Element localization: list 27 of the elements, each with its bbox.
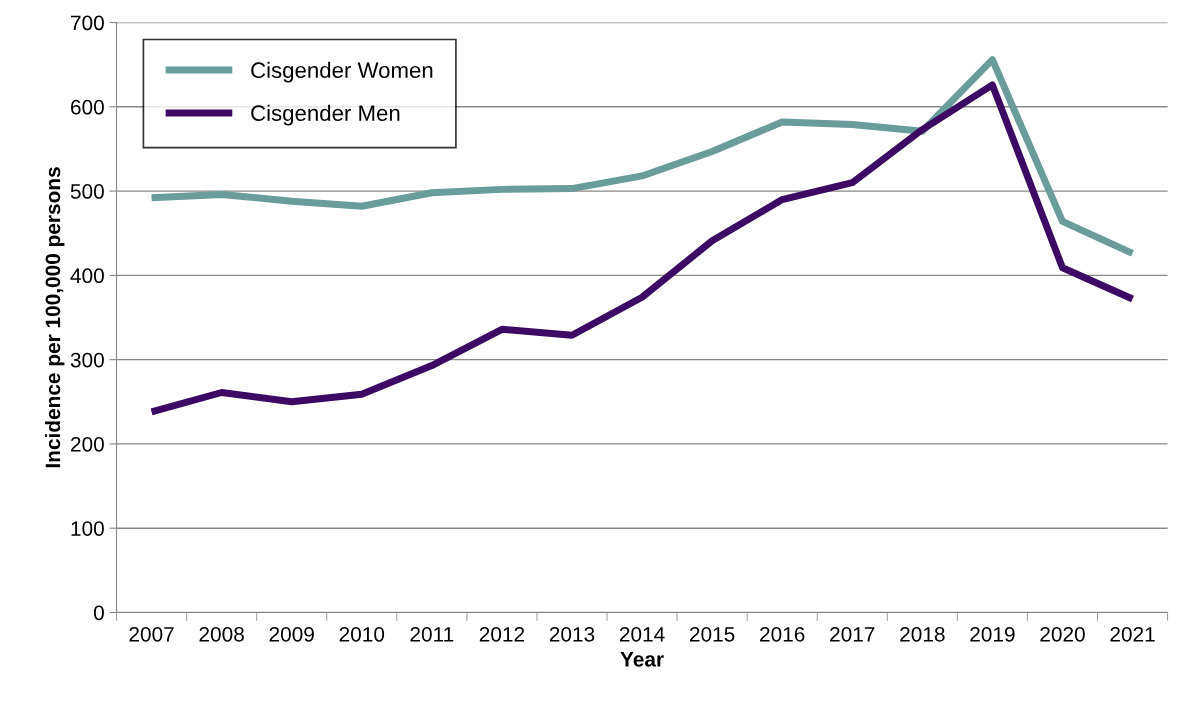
x-tick-label: 2008: [199, 626, 244, 642]
x-tick-label: 2009: [269, 626, 314, 642]
x-tick-label: 2017: [830, 626, 875, 642]
x-tick-label: 2007: [129, 626, 174, 642]
x-tick-label: 2018: [900, 626, 945, 642]
y-tick-label: 500: [70, 184, 104, 199]
y-tick-label: 700: [71, 15, 104, 31]
x-tick-label: 2010: [339, 626, 385, 642]
y-tick-label: 100: [71, 521, 104, 536]
x-tick-label: 2013: [549, 626, 595, 642]
legend-label: Cisgender Women: [251, 61, 433, 83]
x-tick-label: 2011: [410, 626, 454, 642]
x-tick-label: 2014: [619, 626, 665, 642]
x-tick-label: 2020: [1040, 626, 1085, 642]
y-tick-label: 300: [70, 352, 104, 368]
y-tick-label: 600: [71, 99, 104, 115]
y-tick-label: 0: [93, 605, 104, 621]
y-tick-label: 200: [71, 436, 104, 452]
y-axis-title: Incidence per 100,000 persons: [44, 167, 65, 468]
x-axis-title: Year: [620, 652, 664, 667]
legend-label: Cisgender Men: [251, 104, 400, 126]
y-tick-label: 400: [70, 268, 104, 284]
x-tick-label: 2019: [970, 626, 1015, 642]
x-tick-label: 2012: [479, 626, 525, 642]
x-tick-label: 2021: [1110, 626, 1155, 642]
x-tick-label: 2016: [760, 626, 805, 642]
x-tick-label: 2015: [690, 626, 735, 642]
